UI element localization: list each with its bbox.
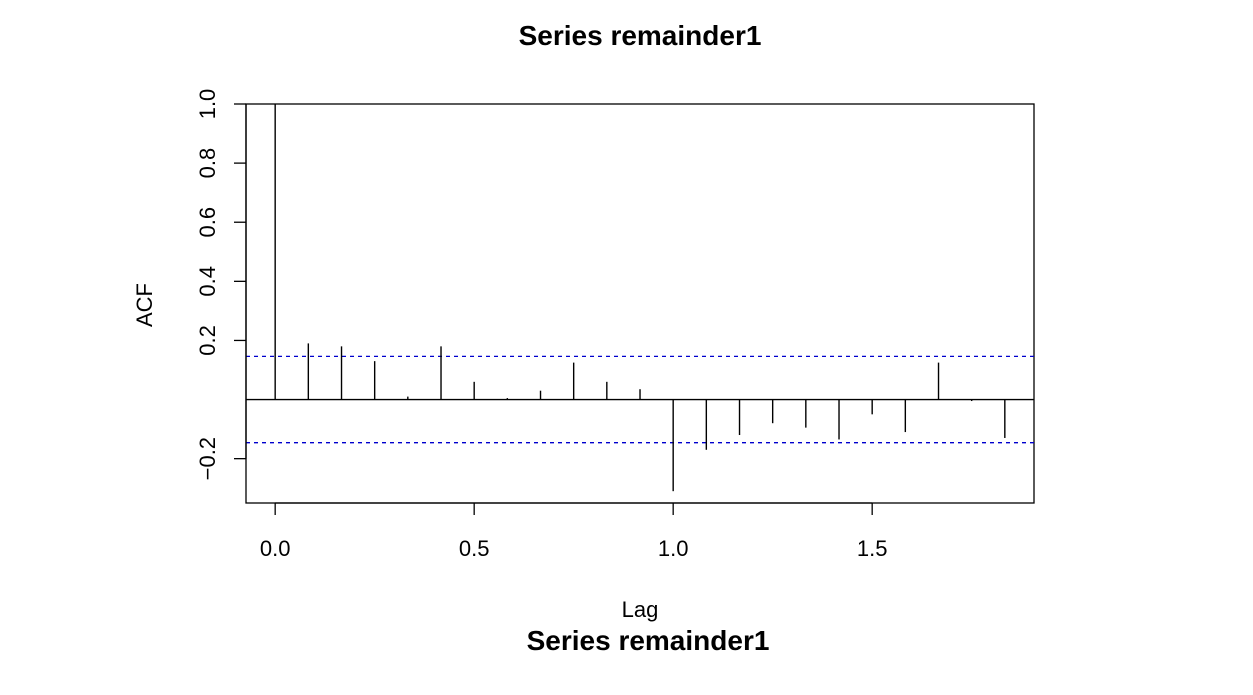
x-tick-label: 0.0 xyxy=(260,536,291,561)
y-axis-label: ACF xyxy=(132,283,157,327)
x-tick-label: 1.0 xyxy=(658,536,689,561)
y-tick-label: −0.2 xyxy=(195,437,220,480)
y-tick-label: 0.2 xyxy=(195,325,220,356)
x-tick-label: 0.5 xyxy=(459,536,490,561)
y-tick-label: 0.6 xyxy=(195,207,220,238)
x-tick-label: 1.5 xyxy=(857,536,888,561)
chart-title: Series remainder1 xyxy=(519,20,762,51)
y-tick-label: 0.8 xyxy=(195,148,220,179)
y-tick-label: 1.0 xyxy=(195,89,220,120)
x-axis-label: Lag xyxy=(622,597,659,622)
chart-marks: 0.0 0.5 1.0 1.5 −0.2 0.2 0.4 0.6 0.8 1.0 xyxy=(195,89,1034,561)
y-tick-label: 0.4 xyxy=(195,266,220,297)
chart-footer-title: Series remainder1 xyxy=(527,625,770,656)
